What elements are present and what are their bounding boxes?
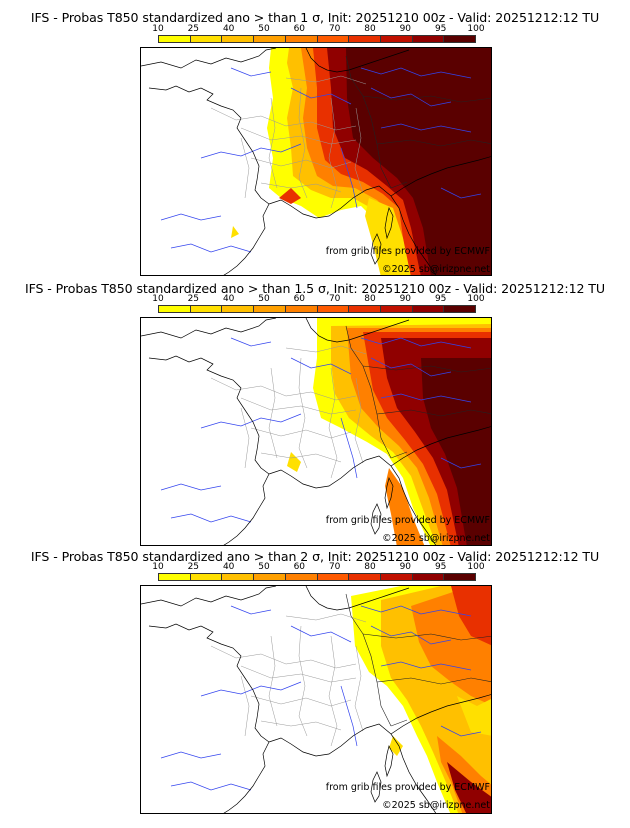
- probability-field-2: [141, 318, 491, 545]
- colorbar-swatch: [190, 306, 223, 312]
- tick-label: 80: [364, 24, 376, 34]
- colorbar-swatch: [285, 36, 318, 42]
- colorbar-1-ticks: 10 25 40 50 60 70 80 90 95 100: [152, 24, 484, 34]
- tick-label: 10: [152, 562, 164, 572]
- colorbar-2-ticks: 10 25 40 50 60 70 80 90 95 100: [152, 294, 484, 304]
- tick-label: 60: [293, 294, 306, 304]
- colorbar-2: [158, 305, 476, 313]
- tick-label: 40: [222, 562, 235, 572]
- colorbar-swatch: [159, 574, 191, 580]
- colorbar-swatch: [444, 36, 476, 42]
- colorbar-3: [158, 573, 476, 581]
- colorbar-swatch: [159, 36, 191, 42]
- map-1: [140, 47, 492, 276]
- colorbar-1: [158, 35, 476, 43]
- colorbar-swatch: [285, 306, 318, 312]
- tick-label: 90: [399, 562, 412, 572]
- tick-label: 70: [328, 294, 341, 304]
- tick-label: 25: [187, 24, 200, 34]
- tick-label: 50: [258, 294, 270, 304]
- colorbar-swatch: [380, 306, 413, 312]
- colorbar-swatch: [254, 36, 286, 42]
- colorbar-swatch: [444, 306, 476, 312]
- colorbar-swatch: [285, 574, 318, 580]
- tick-label: 10: [152, 294, 164, 304]
- tick-label: 50: [258, 24, 270, 34]
- tick-label: 100: [467, 562, 485, 572]
- copyright-1: ©2025 sb@irizpne.net: [382, 264, 490, 275]
- colorbar-swatch: [349, 36, 381, 42]
- copyright-2: ©2025 sb@irizpne.net: [382, 533, 490, 544]
- colorbar-swatch: [222, 36, 255, 42]
- panel-2-title: IFS - Probas T850 standardized ano > tha…: [24, 281, 606, 296]
- colorbar-swatch: [412, 574, 445, 580]
- colorbar-swatch: [190, 574, 223, 580]
- map-2: [140, 317, 492, 546]
- tick-label: 70: [328, 24, 341, 34]
- colorbar-swatch: [222, 574, 255, 580]
- colorbar-swatch: [159, 306, 191, 312]
- tick-label: 60: [293, 24, 306, 34]
- tick-label: 80: [364, 294, 376, 304]
- tick-label: 10: [152, 24, 164, 34]
- source-credit-2: from grib files provided by ECMWF: [325, 515, 490, 526]
- colorbar-swatch: [222, 306, 255, 312]
- probability-field-3: [141, 586, 491, 813]
- tick-label: 80: [364, 562, 376, 572]
- tick-label: 95: [434, 294, 447, 304]
- colorbar-3-ticks: 10 25 40 50 60 70 80 90 95 100: [152, 562, 484, 572]
- probability-field-1: [141, 48, 491, 275]
- panel-3-title: IFS - Probas T850 standardized ano > tha…: [30, 549, 600, 564]
- colorbar-swatch: [317, 574, 350, 580]
- tick-label: 95: [434, 24, 447, 34]
- colorbar-swatch: [190, 36, 223, 42]
- tick-label: 95: [434, 562, 447, 572]
- panel-1-title: IFS - Probas T850 standardized ano > tha…: [30, 10, 600, 25]
- colorbar-swatch: [254, 306, 286, 312]
- colorbar-swatch: [317, 306, 350, 312]
- tick-label: 50: [258, 562, 270, 572]
- colorbar-swatch: [317, 36, 350, 42]
- tick-label: 90: [399, 294, 412, 304]
- colorbar-swatch: [254, 574, 286, 580]
- colorbar-swatch: [380, 36, 413, 42]
- colorbar-swatch: [412, 36, 445, 42]
- colorbar-swatch: [349, 306, 381, 312]
- colorbar-swatch: [349, 574, 381, 580]
- colorbar-swatch: [444, 574, 476, 580]
- tick-label: 100: [467, 294, 485, 304]
- tick-label: 25: [187, 294, 200, 304]
- map-3: [140, 585, 492, 814]
- copyright-3: ©2025 sb@irizpne.net: [382, 800, 490, 811]
- source-credit-1: from grib files provided by ECMWF: [325, 246, 490, 257]
- tick-label: 60: [293, 562, 306, 572]
- tick-label: 70: [328, 562, 341, 572]
- colorbar-swatch: [412, 306, 445, 312]
- source-credit-3: from grib files provided by ECMWF: [325, 782, 490, 793]
- tick-label: 100: [467, 24, 485, 34]
- tick-label: 25: [187, 562, 200, 572]
- tick-label: 40: [222, 294, 235, 304]
- tick-label: 90: [399, 24, 412, 34]
- colorbar-swatch: [380, 574, 413, 580]
- tick-label: 40: [222, 24, 235, 34]
